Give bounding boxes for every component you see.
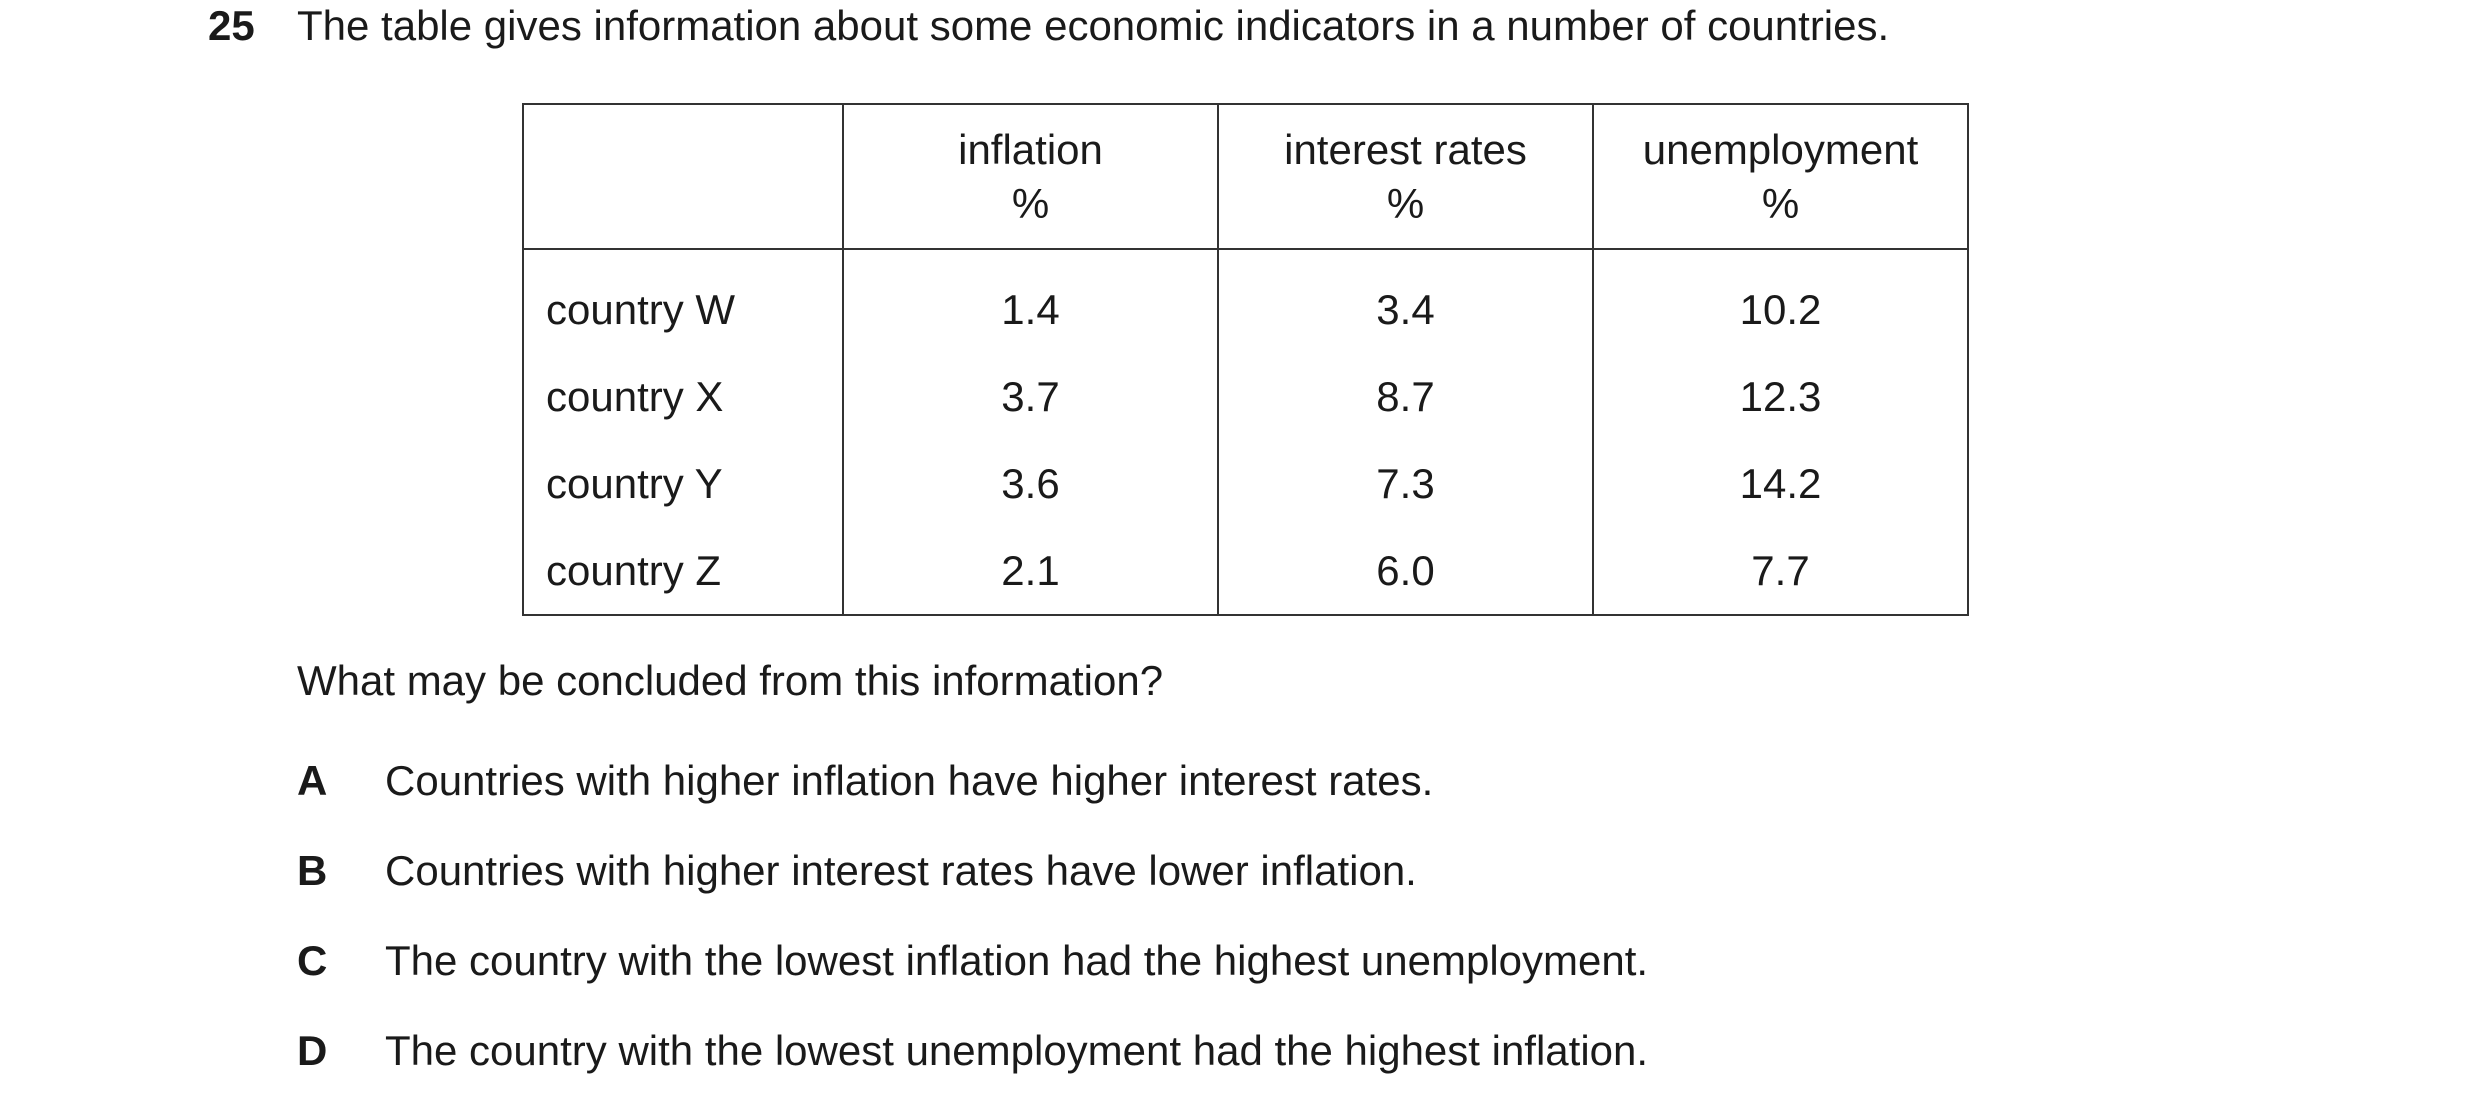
- unemployment-value: 12.3: [1592, 353, 1969, 440]
- option-text: Countries with higher inflation have hig…: [385, 757, 1434, 804]
- header-inflation-unit: %: [1011, 179, 1050, 227]
- inflation-value: 1.4: [842, 249, 1219, 353]
- economic-indicators-table: inflation % interest rates % unemploymen…: [522, 103, 1969, 616]
- header-unemployment-label: unemployment: [1642, 125, 1919, 173]
- table-row: country W 1.4 3.4 10.2: [522, 249, 1969, 353]
- table-header-row: inflation % interest rates % unemploymen…: [522, 103, 1969, 250]
- interest-rate-value: 6.0: [1217, 527, 1594, 616]
- answer-option-c[interactable]: C The country with the lowest inflation h…: [297, 935, 1648, 987]
- row-label: country X: [522, 353, 844, 440]
- option-text: Countries with higher interest rates hav…: [385, 847, 1417, 894]
- answer-option-d[interactable]: D The country with the lowest unemploymen…: [297, 1025, 1648, 1077]
- header-interest-rates-label: interest rates: [1284, 125, 1527, 173]
- option-letter: D: [297, 1027, 328, 1074]
- answer-option-b[interactable]: B Countries with higher interest rates ha…: [297, 845, 1417, 897]
- table-row: country X 3.7 8.7 12.3: [522, 353, 1969, 440]
- interest-rate-value: 8.7: [1217, 353, 1594, 440]
- header-empty-cell: [522, 103, 844, 250]
- interest-rate-value: 7.3: [1217, 440, 1594, 527]
- table-row: country Y 3.6 7.3 14.2: [522, 440, 1969, 527]
- unemployment-value: 14.2: [1592, 440, 1969, 527]
- question-stem: The table gives information about some e…: [297, 2, 1890, 49]
- row-label: country W: [522, 249, 844, 353]
- header-inflation-label: inflation: [958, 125, 1103, 173]
- unemployment-value: 7.7: [1592, 527, 1969, 616]
- inflation-value: 3.7: [842, 353, 1219, 440]
- question-number: 25: [208, 2, 255, 49]
- question-prompt: What may be concluded from this informat…: [297, 657, 1164, 704]
- option-letter: A: [297, 757, 328, 804]
- unemployment-value: 10.2: [1592, 249, 1969, 353]
- header-unemployment-unit: %: [1761, 179, 1800, 227]
- row-label: country Y: [522, 440, 844, 527]
- option-text: The country with the lowest inflation ha…: [385, 937, 1649, 984]
- option-letter: B: [297, 847, 328, 894]
- inflation-value: 3.6: [842, 440, 1219, 527]
- header-interest-rates-unit: %: [1386, 179, 1425, 227]
- answer-option-a[interactable]: A Countries with higher inflation have hi…: [297, 755, 1433, 807]
- header-interest-rates: interest rates %: [1217, 103, 1594, 250]
- option-letter: C: [297, 937, 328, 984]
- header-inflation: inflation %: [842, 103, 1219, 250]
- option-text: The country with the lowest unemployment…: [385, 1027, 1649, 1074]
- row-label: country Z: [522, 527, 844, 616]
- interest-rate-value: 3.4: [1217, 249, 1594, 353]
- table-row: country Z 2.1 6.0 7.7: [522, 527, 1969, 616]
- header-unemployment: unemployment %: [1592, 103, 1969, 250]
- inflation-value: 2.1: [842, 527, 1219, 616]
